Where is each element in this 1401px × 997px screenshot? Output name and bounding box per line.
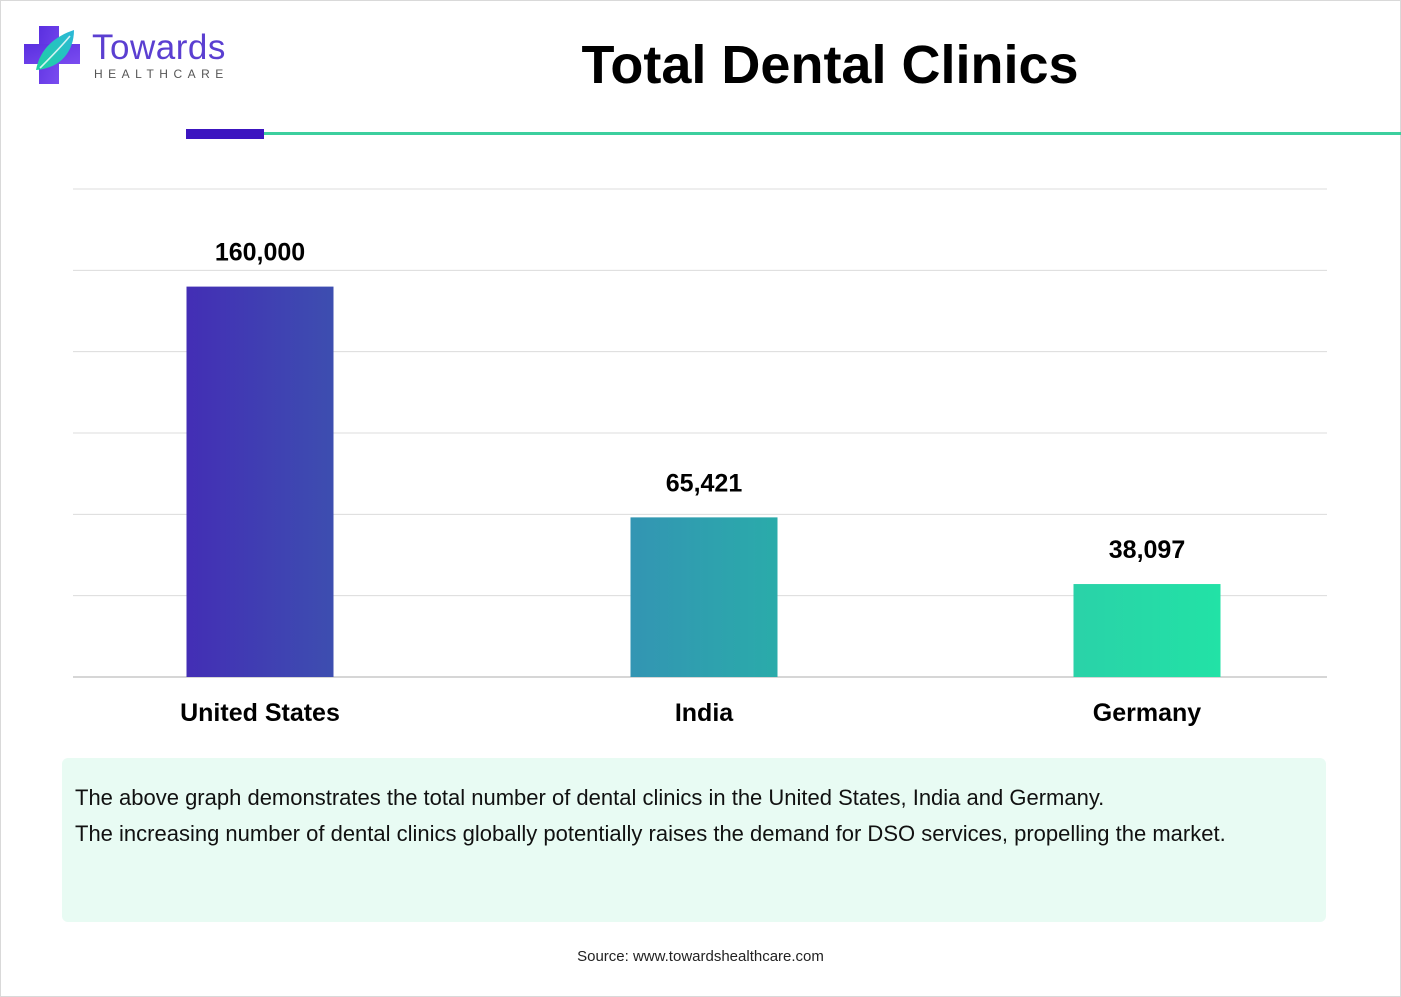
value-label-united-states: 160,000: [215, 239, 305, 267]
description-text: The above graph demonstrates the total n…: [75, 780, 1305, 852]
category-label-united-states: United States: [180, 699, 340, 727]
title-underline: [264, 132, 1401, 135]
bar-chart: 160,000 65,421 38,097 United States India Ge…: [73, 188, 1327, 727]
category-label-germany: Germany: [1093, 699, 1201, 727]
value-labels: 160,000 65,421 38,097: [215, 239, 1185, 564]
brand-logo: Towards HEALTHCARE: [22, 24, 232, 88]
category-labels: United States India Germany: [180, 699, 1201, 727]
bar-united-states: [186, 286, 334, 677]
chart-title: Total Dental Clinics: [581, 35, 1079, 95]
value-label-germany: 38,097: [1109, 536, 1185, 564]
source-credit: Source: www.towardshealthcare.com: [577, 948, 824, 965]
medical-cross-leaf-icon: [24, 26, 80, 84]
category-label-india: India: [675, 699, 734, 727]
bar-india: [630, 517, 778, 677]
value-label-india: 65,421: [666, 469, 743, 497]
bar-germany: [1073, 584, 1221, 677]
title-underline-accent: [186, 129, 264, 139]
description-line-1: The above graph demonstrates the total n…: [75, 785, 1105, 810]
brand-name: Towards: [92, 28, 226, 67]
description-panel: The above graph demonstrates the total n…: [62, 758, 1326, 922]
bars: [186, 286, 1221, 677]
description-line-2: The increasing number of dental clinics …: [75, 821, 1226, 846]
brand-subtitle: HEALTHCARE: [94, 67, 229, 81]
